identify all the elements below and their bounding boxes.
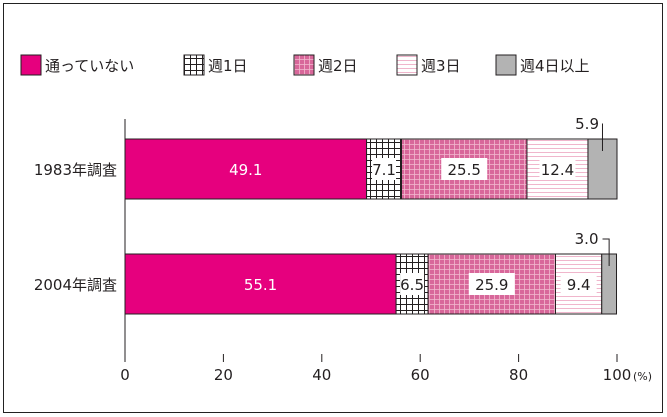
- legend-label: 通っていない: [45, 57, 134, 75]
- x-unit-label: (%): [633, 370, 652, 383]
- data-label: 25.5: [448, 161, 481, 179]
- bar-segment: [124, 253, 397, 315]
- callout-leader: [602, 238, 610, 266]
- legend-label: 週2日: [318, 57, 358, 75]
- category-label: 1983年調査: [34, 161, 117, 179]
- x-tick-label: 20: [214, 366, 233, 384]
- legend: 通っていない 週1日 週2日 週3日 週4日以上: [20, 54, 590, 76]
- legend-swatch: [396, 54, 418, 76]
- data-label-bg: [560, 273, 597, 295]
- data-label: 6.5: [400, 276, 424, 294]
- data-label-bg: [441, 158, 488, 180]
- data-label: 5.9: [575, 115, 599, 133]
- legend-item-1: 週1日: [183, 54, 248, 76]
- x-tick-label: 80: [509, 366, 528, 384]
- legend-item-3: 週3日: [396, 54, 461, 76]
- data-label: 49.1: [229, 161, 262, 179]
- data-label: 9.4: [567, 276, 591, 294]
- legend-item-0: 通っていない: [20, 54, 134, 76]
- legend-swatch: [495, 54, 517, 76]
- data-label: 25.9: [475, 276, 508, 294]
- x-tick-label: 0: [120, 366, 130, 384]
- data-label-bg: [372, 158, 397, 180]
- plot-area: 1983年調査 49.1 7.1 25.5 12.4 5.9 2004年調査 55.1 6.5 2…: [34, 115, 618, 315]
- legend-label: 週3日: [421, 57, 461, 75]
- legend-swatch: [20, 54, 42, 76]
- data-label: 7.1: [372, 161, 396, 179]
- legend-swatch: [183, 54, 205, 76]
- data-label: 12.4: [541, 161, 574, 179]
- bar-segment: [427, 253, 556, 315]
- data-label: 55.1: [244, 276, 277, 294]
- x-tick-label: 60: [411, 366, 430, 384]
- data-label-bg: [539, 158, 576, 180]
- stacked-bar-chart: 通っていない 週1日 週2日 週3日 週4日以上 1983年調査 49.1 7.1 25.5 1…: [20, 54, 652, 384]
- bar-segment: [124, 138, 368, 200]
- x-tick-label: 100: [603, 366, 632, 384]
- legend-item-4: 週4日以上: [495, 54, 590, 76]
- legend-swatch: [293, 54, 315, 76]
- chart-frame: 通っていない 週1日 週2日 週3日 週4日以上 1983年調査 49.1 7.1 25.5 1…: [3, 3, 663, 413]
- callout-leader: [601, 123, 603, 151]
- category-label: 2004年調査: [34, 276, 117, 294]
- x-tick-label: 40: [312, 366, 331, 384]
- legend-label: 週4日以上: [520, 57, 590, 75]
- data-label: 3.0: [575, 230, 599, 248]
- data-label-bg: [468, 273, 515, 295]
- legend-label: 週1日: [208, 57, 248, 75]
- legend-item-2: 週2日: [293, 54, 358, 76]
- x-axis: 0 20 40 60 80 100 (%): [120, 119, 652, 384]
- data-label-bg: [400, 273, 425, 295]
